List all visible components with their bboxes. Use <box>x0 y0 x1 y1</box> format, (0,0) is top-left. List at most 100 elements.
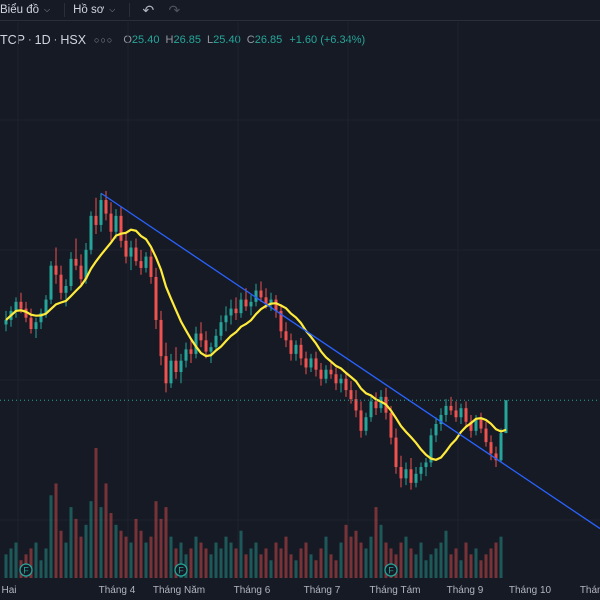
candle <box>444 399 448 422</box>
volume-bar <box>274 542 278 578</box>
event-marker-icon[interactable]: F <box>19 563 33 577</box>
volume-bar <box>469 554 473 578</box>
volume-bar <box>119 530 123 578</box>
candle-body <box>229 308 233 316</box>
volume-bar <box>299 548 303 578</box>
candle-body <box>304 358 308 368</box>
candle <box>59 265 63 300</box>
candle-body <box>184 349 188 361</box>
candle-body <box>434 424 438 436</box>
volume-bar <box>249 548 253 578</box>
low-key: L <box>207 34 214 46</box>
candle-body <box>24 308 28 318</box>
volume-bar <box>319 548 323 578</box>
candle-body <box>209 347 213 352</box>
redo-icon[interactable]: ↷ <box>168 1 181 18</box>
volume-bar <box>84 524 88 578</box>
candle <box>214 329 218 352</box>
candle <box>194 326 198 359</box>
close-value: 26.85 <box>254 34 283 46</box>
volume-bar <box>349 536 353 578</box>
time-axis-label: Tháng 9 <box>447 585 484 596</box>
volume-bar <box>359 542 363 578</box>
candle <box>429 428 433 468</box>
volume-bar <box>324 536 328 578</box>
candle <box>229 299 233 325</box>
candle-body <box>479 419 483 429</box>
interval-label[interactable]: 1D <box>34 33 51 47</box>
volume-bar <box>99 507 103 578</box>
undo-icon[interactable]: ↶ <box>142 1 155 18</box>
candle-body <box>414 473 418 483</box>
candle-body <box>119 215 123 241</box>
candle <box>219 315 223 341</box>
candle <box>124 231 128 264</box>
volume-bar <box>104 483 108 578</box>
candle-body <box>324 369 328 379</box>
candle <box>144 252 148 273</box>
candle <box>199 322 203 348</box>
more-options-icon[interactable]: ○○○ <box>94 35 114 45</box>
candle <box>39 308 43 329</box>
candle-body <box>284 331 288 341</box>
candle-body <box>99 200 103 225</box>
candle-body <box>14 301 18 311</box>
candle <box>374 392 378 415</box>
candle-body <box>424 462 428 468</box>
volume-bar <box>49 495 53 578</box>
candle <box>134 238 138 266</box>
event-marker-icon[interactable]: F <box>384 563 398 577</box>
candle-body <box>309 358 313 368</box>
candle-body <box>69 258 73 287</box>
chart-menu-label: Biểu đồ <box>0 4 40 16</box>
candle <box>49 261 53 305</box>
candle-body <box>249 301 253 307</box>
candle-body <box>214 335 218 348</box>
candle <box>504 400 508 434</box>
candle-body <box>419 467 423 474</box>
trend-line[interactable] <box>100 192 600 530</box>
candle <box>169 353 173 388</box>
volume-bar <box>124 536 128 578</box>
candle-body <box>294 344 298 354</box>
candle-body <box>174 360 178 372</box>
svg-text:F: F <box>178 566 184 576</box>
volume-bar <box>154 501 158 578</box>
profile-menu-button[interactable]: Hồ sơ ⌵ <box>73 0 121 20</box>
candle-body <box>44 299 48 314</box>
volume-bar <box>439 542 443 578</box>
candle <box>249 295 253 316</box>
candle <box>254 283 258 307</box>
candle <box>424 457 428 477</box>
change-value: +1.60 (+6.34%) <box>289 34 366 46</box>
candle <box>224 306 228 332</box>
candle-body <box>224 315 228 323</box>
candle <box>244 288 248 311</box>
candle-body <box>124 240 128 257</box>
time-axis[interactable] <box>0 580 600 600</box>
time-axis-label: Tháng 4 <box>99 585 136 596</box>
candle <box>359 401 363 438</box>
volume-bar <box>144 542 148 578</box>
candle <box>299 338 303 366</box>
candle <box>234 297 238 320</box>
event-marker-icon[interactable]: F <box>174 563 188 577</box>
volume-bar <box>364 548 368 578</box>
candle-body <box>344 378 348 391</box>
candle-body <box>354 399 358 411</box>
candle-body <box>409 469 413 483</box>
candle <box>159 310 163 366</box>
candle <box>139 249 143 275</box>
exchange-label: HSX <box>60 33 87 47</box>
candle <box>29 308 33 334</box>
candle-body <box>79 265 83 280</box>
chart-menu-button[interactable]: Biểu đồ ⌵ <box>0 0 56 20</box>
candle <box>414 467 418 488</box>
symbol-name[interactable]: TCP <box>0 33 25 47</box>
candle-body <box>19 301 23 309</box>
candle-body <box>314 358 318 370</box>
candle-body <box>74 258 78 266</box>
volume-bar <box>259 554 263 578</box>
candle <box>409 457 413 490</box>
